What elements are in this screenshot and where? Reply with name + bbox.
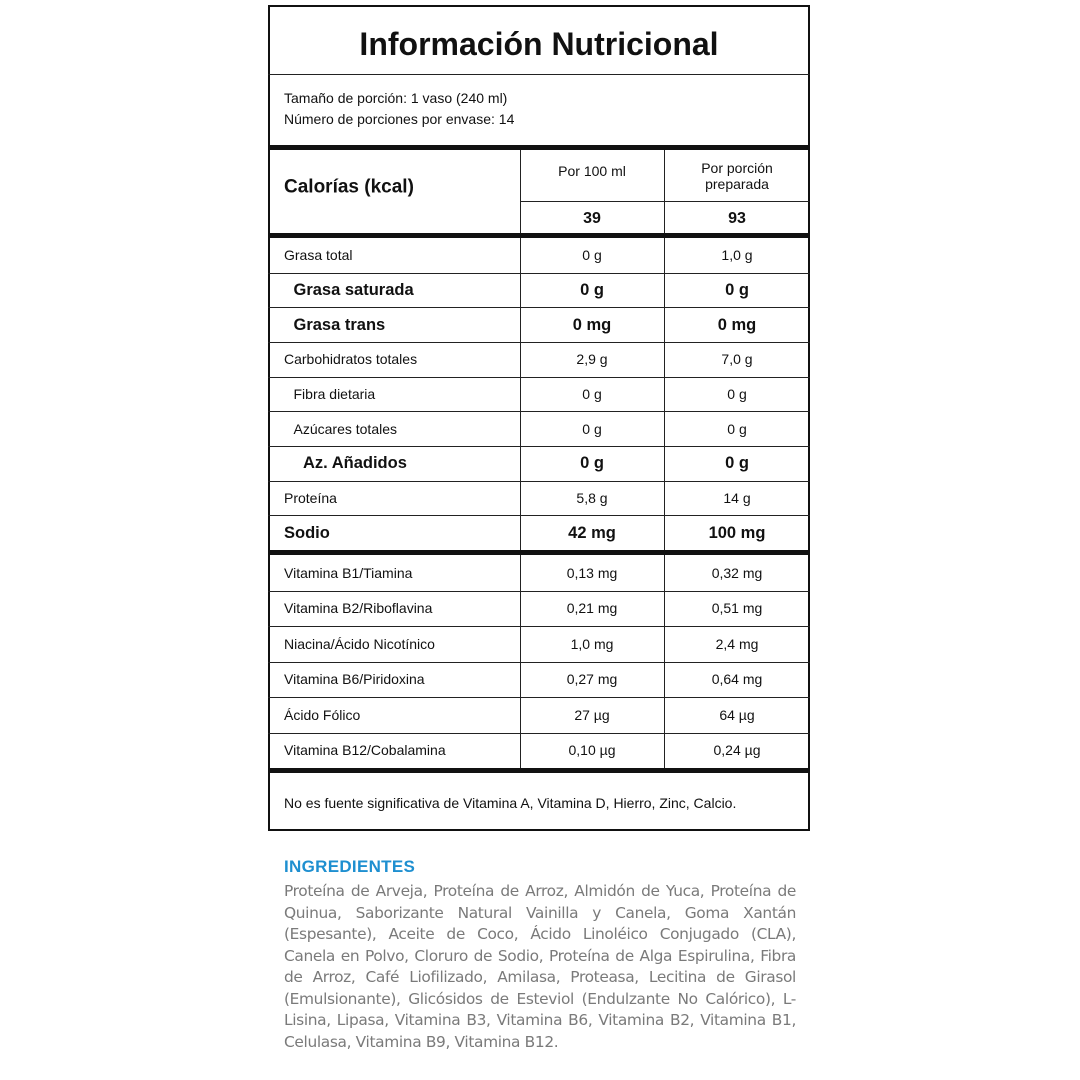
- row-value: 0 g: [725, 454, 749, 473]
- row-label: Azúcares totales: [293, 420, 398, 437]
- rule: [268, 272, 810, 274]
- rule: [268, 307, 810, 309]
- row-label: Vitamina B6/Piridoxina: [284, 671, 425, 688]
- rule: [268, 626, 810, 627]
- rule: [268, 376, 810, 378]
- calories-value: 93: [728, 210, 746, 227]
- rule: [268, 446, 810, 447]
- row-value: 0,24 µg: [713, 742, 761, 759]
- rule: [268, 342, 810, 343]
- row-value: 2,9 g: [576, 351, 608, 368]
- row-value: 0,32 mg: [711, 564, 763, 581]
- row-value: 0,13 mg: [566, 564, 618, 581]
- footer-note: No es fuente significativa de Vitamina A…: [284, 795, 737, 811]
- row-value: 1,0 g: [721, 247, 753, 264]
- rule: [268, 515, 810, 517]
- rule: [268, 411, 810, 413]
- row-value: 0,64 mg: [711, 671, 763, 688]
- ingredients-text: Proteína de Arveja, Proteína de Arroz, A…: [284, 882, 796, 1051]
- thick-rule: [268, 550, 810, 555]
- row-value: 42 mg: [568, 523, 616, 542]
- row-value: 0 mg: [717, 315, 757, 334]
- row-value: 0,51 mg: [711, 600, 763, 617]
- row-label: Grasa trans: [293, 315, 386, 334]
- row-label: Ácido Fólico: [284, 706, 361, 723]
- row-value: 0 g: [727, 420, 747, 437]
- nutrition-box: [268, 5, 810, 831]
- column-rule: [664, 150, 665, 768]
- rule: [520, 201, 810, 202]
- row-label: Az. Añadidos: [303, 454, 407, 473]
- column-header: Por porción preparada: [701, 160, 773, 192]
- rule: [268, 661, 810, 663]
- row-value: 0,27 mg: [566, 671, 618, 688]
- row-label: Vitamina B1/Tiamina: [284, 564, 413, 581]
- thick-rule: [268, 145, 810, 150]
- row-value: 0 g: [580, 454, 604, 473]
- rule: [268, 732, 810, 734]
- row-value: 1,0 mg: [570, 635, 614, 652]
- thick-rule: [268, 768, 810, 773]
- row-value: 0 g: [580, 280, 604, 299]
- row-value: 64 µg: [719, 706, 755, 723]
- serving-size: Tamaño de porción: 1 vaso (240 ml): [284, 90, 508, 106]
- row-label: Grasa total: [284, 247, 353, 264]
- rule: [268, 590, 810, 592]
- column-header: Por 100 ml: [558, 163, 626, 179]
- row-value: 0 g: [725, 280, 749, 299]
- row-value: 27 µg: [574, 706, 610, 723]
- row-label: Carbohidratos totales: [284, 351, 418, 368]
- row-label: Vitamina B12/Cobalamina: [284, 742, 446, 759]
- row-value: 0 g: [582, 386, 602, 402]
- row-value: 0 g: [582, 420, 602, 437]
- row-label: Grasa saturada: [293, 280, 414, 299]
- ingredients-title: INGREDIENTES: [284, 857, 416, 876]
- servings-per-pack: Número de porciones por envase: 14: [284, 111, 515, 127]
- row-label: Niacina/Ácido Nicotínico: [284, 635, 435, 652]
- row-label: Proteína: [284, 490, 337, 506]
- row-value: 0 mg: [572, 315, 612, 334]
- row-value: 0,21 mg: [566, 600, 618, 617]
- row-value: 100 mg: [708, 523, 766, 542]
- row-label: Fibra dietaria: [293, 386, 376, 402]
- row-value: 2,4 mg: [715, 635, 759, 652]
- row-label: Vitamina B2/Riboflavina: [284, 600, 433, 617]
- row-value: 0 g: [582, 247, 602, 264]
- row-value: 14 g: [723, 490, 751, 506]
- row-value: 0 g: [727, 386, 747, 402]
- title: Información Nutricional: [359, 26, 719, 62]
- column-rule: [520, 150, 521, 768]
- calories-label: Calorías (kcal): [284, 176, 414, 198]
- calories-value: 39: [583, 210, 601, 227]
- thick-rule: [268, 233, 810, 238]
- row-label: Sodio: [284, 523, 330, 542]
- rule: [268, 74, 810, 75]
- rule: [268, 697, 810, 698]
- row-value: 5,8 g: [576, 490, 608, 506]
- rule: [268, 480, 810, 482]
- row-value: 0,10 µg: [568, 742, 616, 759]
- row-value: 7,0 g: [721, 351, 753, 368]
